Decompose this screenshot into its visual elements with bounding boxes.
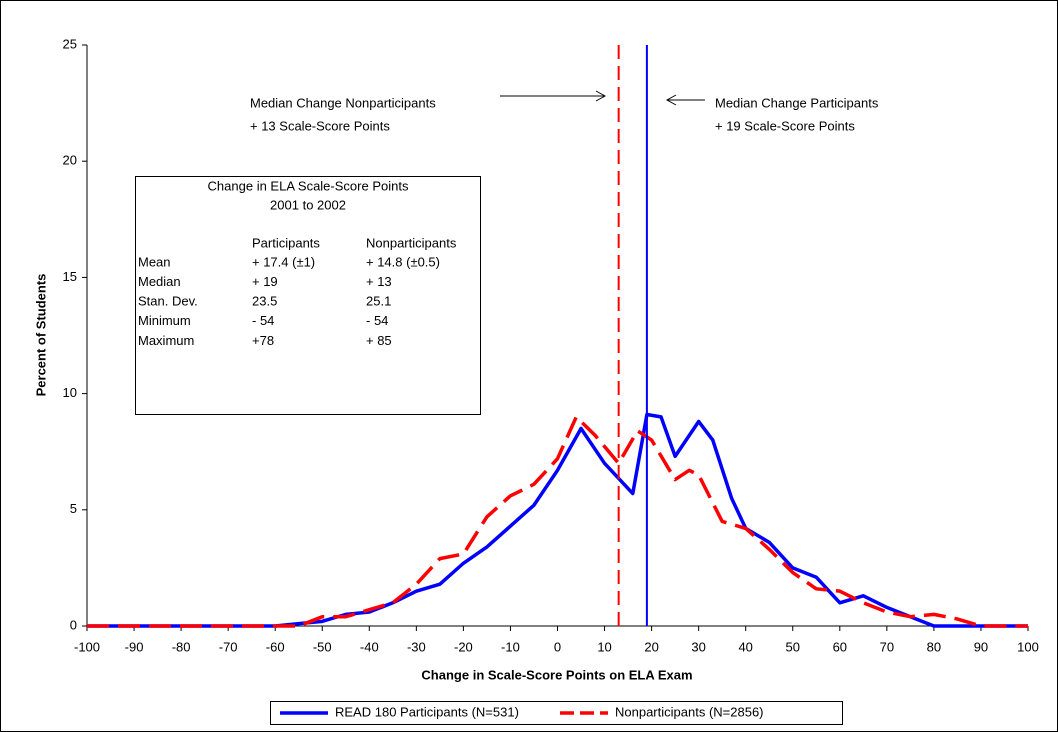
x-tick-label: 0 xyxy=(554,639,561,654)
table-cell: Maximum xyxy=(138,333,194,348)
annotation: + 13 Scale-Score Points xyxy=(250,118,390,133)
table-cell: + 17.4 (±1) xyxy=(252,254,315,269)
x-tick-label: 30 xyxy=(691,639,705,654)
stats-box xyxy=(135,176,481,415)
x-tick-label: -20 xyxy=(454,639,473,654)
legend-label: Nonparticipants (N=2856) xyxy=(615,704,764,719)
y-tick-label: 5 xyxy=(70,501,77,516)
table-cell: Mean xyxy=(138,254,171,269)
table-cell: - 54 xyxy=(252,313,274,328)
table-cell: 25.1 xyxy=(366,294,391,309)
legend-label: READ 180 Participants (N=531) xyxy=(335,704,519,719)
y-tick-label: 10 xyxy=(63,385,77,400)
x-tick-label: -30 xyxy=(407,639,426,654)
x-tick-label: -80 xyxy=(172,639,191,654)
x-tick-label: 90 xyxy=(974,639,988,654)
x-tick-label: -60 xyxy=(266,639,285,654)
table-cell: Median xyxy=(138,274,181,289)
x-tick-label: 10 xyxy=(597,639,611,654)
table-cell: + 13 xyxy=(366,274,392,289)
table-cell: +78 xyxy=(252,333,274,348)
x-axis-title: Change in Scale-Score Points on ELA Exam xyxy=(421,667,692,682)
x-tick-label: -40 xyxy=(360,639,379,654)
x-tick-label: 60 xyxy=(833,639,847,654)
y-tick-label: 25 xyxy=(63,36,77,51)
annotation: Median Change Participants xyxy=(715,95,879,110)
y-tick-label: 15 xyxy=(63,269,77,284)
x-tick-label: 20 xyxy=(644,639,658,654)
y-tick-label: 20 xyxy=(63,153,77,168)
x-tick-label: 80 xyxy=(927,639,941,654)
table-header: Nonparticipants xyxy=(366,235,457,250)
annotation: Median Change Nonparticipants xyxy=(250,95,436,110)
table-cell: Stan. Dev. xyxy=(138,294,198,309)
legend-box xyxy=(270,701,843,725)
table-cell: 23.5 xyxy=(252,294,277,309)
data-line xyxy=(87,415,1028,628)
x-tick-label: -50 xyxy=(313,639,332,654)
annotation: + 19 Scale-Score Points xyxy=(715,118,855,133)
x-tick-label: 50 xyxy=(786,639,800,654)
x-tick-label: -90 xyxy=(125,639,144,654)
table-cell: + 14.8 (±0.5) xyxy=(366,254,440,269)
table-cell: - 54 xyxy=(366,313,388,328)
x-tick-label: -100 xyxy=(74,639,100,654)
x-tick-label: 100 xyxy=(1017,639,1039,654)
x-tick-label: -70 xyxy=(219,639,238,654)
x-tick-label: 40 xyxy=(738,639,752,654)
x-tick-label: 70 xyxy=(880,639,894,654)
arrow xyxy=(500,90,607,102)
table-cell: Minimum xyxy=(138,313,191,328)
table-title: Change in ELA Scale-Score Points xyxy=(208,178,409,193)
table-header: Participants xyxy=(252,235,320,250)
y-axis-title: Percent of Students xyxy=(33,274,48,397)
y-tick-label: 0 xyxy=(70,617,77,632)
x-tick-label: -10 xyxy=(501,639,520,654)
table-cell: + 85 xyxy=(366,333,392,348)
table-cell: + 19 xyxy=(252,274,278,289)
arrow xyxy=(665,94,705,106)
table-title: 2001 to 2002 xyxy=(270,197,346,212)
